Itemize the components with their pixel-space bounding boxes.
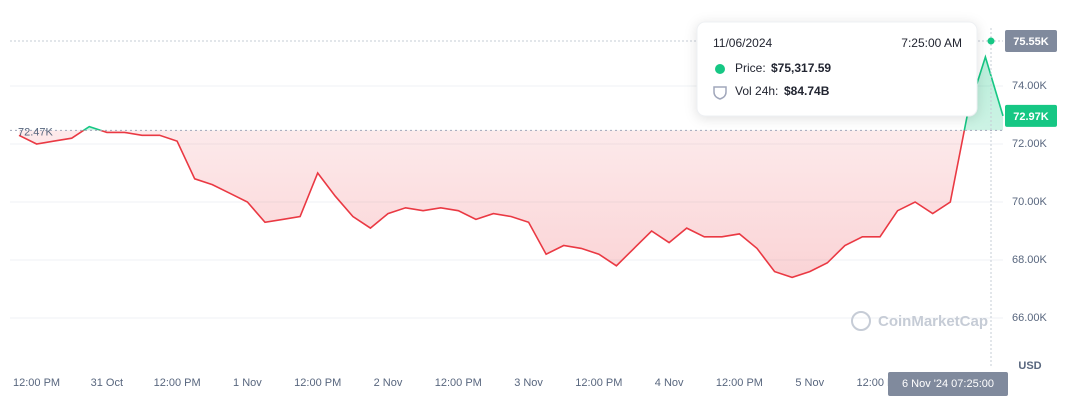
crosshair-dot (987, 37, 995, 45)
x-tick-label: 2 Nov (374, 377, 403, 389)
tooltip-vol-icon (713, 86, 727, 100)
y-tick-label: 72.00K (1012, 138, 1048, 150)
tooltip-price-label: Price: (735, 61, 766, 75)
x-tick-label: 12:00 PM (435, 377, 482, 389)
last-price-label: 72.97K (1013, 111, 1049, 123)
area-below (19, 130, 1003, 278)
watermark-text: CoinMarketCap (878, 313, 988, 330)
crosshair-time-box (888, 372, 1008, 396)
tooltip-price-dot (715, 64, 725, 74)
x-tick-label: 1 Nov (233, 377, 262, 389)
x-tick-label: 12:00 PM (575, 377, 622, 389)
crosshair-price-box (1005, 30, 1057, 53)
x-tick-label: 5 Nov (795, 377, 824, 389)
x-tick-label: 3 Nov (514, 377, 543, 389)
watermark: CoinMarketCap (851, 311, 988, 331)
tooltip-vol-label: Vol 24h: (735, 84, 778, 98)
tooltip-price-value: $75,317.59 (771, 61, 831, 75)
crosshair-time-label: 6 Nov '24 07:25:00 (902, 378, 994, 390)
y-tick-label: 70.00K (1012, 196, 1048, 208)
crosshair-price-label: 75.55K (1013, 36, 1049, 48)
tooltip-date: 11/06/2024 (713, 36, 772, 50)
axis-unit: USD (1018, 360, 1041, 372)
y-tick-label: 66.00K (1012, 312, 1048, 324)
tooltip-vol-value: $84.74B (784, 84, 830, 98)
y-tick-label: 68.00K (1012, 254, 1048, 266)
price-line (18, 130, 966, 279)
x-tick-label: 12:00 PM (294, 377, 341, 389)
last-price-box (1005, 104, 1057, 127)
x-tick-label: 31 Oct (91, 377, 123, 389)
baseline-label: 72.47K (18, 126, 54, 138)
tooltip-box (696, 21, 978, 117)
x-tick-label: 12:00 PM (716, 377, 763, 389)
y-tick-label: 74.00K (1012, 80, 1048, 92)
x-tick-label: 12:00 PM (154, 377, 201, 389)
tooltip: 11/06/2024 7:25:00 AM Price: $75,317.59 … (696, 21, 978, 117)
x-tick-label: 12:00 PM (13, 377, 60, 389)
tooltip-time: 7:25:00 AM (901, 36, 962, 50)
x-tick-label: 4 Nov (655, 377, 684, 389)
